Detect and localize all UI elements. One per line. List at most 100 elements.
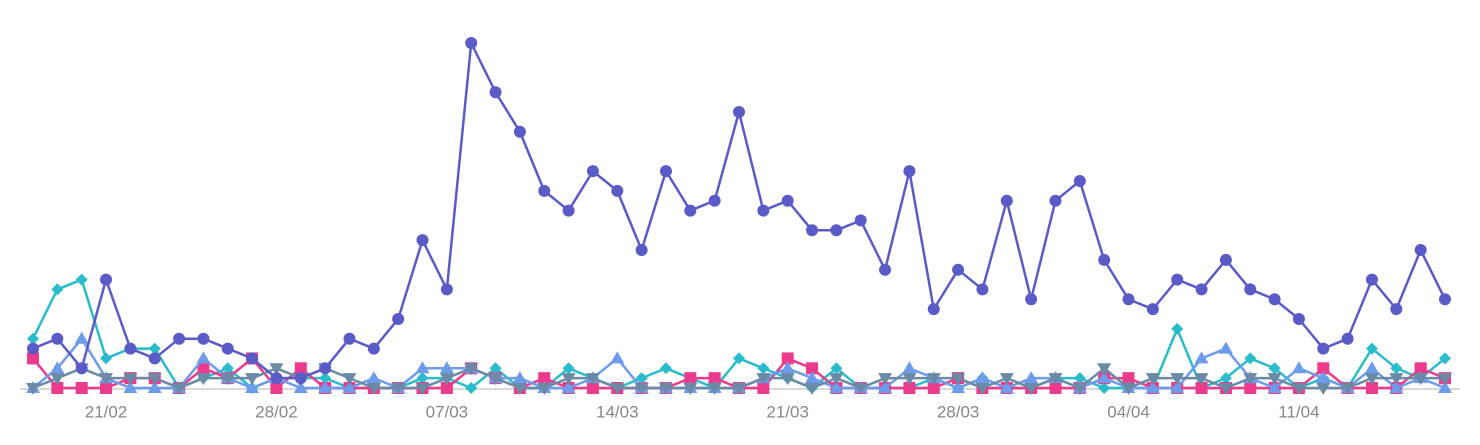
point <box>733 106 745 118</box>
point <box>100 382 113 394</box>
point <box>781 352 794 365</box>
point <box>659 165 672 178</box>
point <box>538 184 551 197</box>
point <box>1170 381 1185 393</box>
point <box>512 383 527 395</box>
point <box>513 125 526 138</box>
point <box>708 194 721 207</box>
x-tick-label: 28/02 <box>255 402 298 421</box>
point <box>488 373 503 386</box>
point <box>440 283 453 296</box>
point <box>1413 373 1428 386</box>
point <box>1414 244 1427 256</box>
point <box>1365 273 1378 286</box>
point <box>464 363 479 376</box>
point <box>585 373 600 386</box>
point <box>1097 371 1112 384</box>
point <box>221 362 234 375</box>
point <box>805 383 820 395</box>
point <box>610 351 625 364</box>
point <box>1365 382 1378 394</box>
point <box>50 373 65 386</box>
point <box>1098 382 1111 394</box>
point <box>1145 373 1160 386</box>
point <box>1267 381 1282 393</box>
point <box>780 373 795 386</box>
point <box>172 383 187 395</box>
point <box>781 194 794 207</box>
point <box>1365 342 1378 355</box>
point <box>51 332 64 345</box>
point <box>319 362 332 375</box>
point <box>780 361 795 374</box>
x-tick-label: 14/03 <box>596 402 639 421</box>
point <box>26 383 40 395</box>
point <box>416 234 429 247</box>
point <box>1268 362 1281 375</box>
point <box>51 283 64 296</box>
x-tick-label: 04/04 <box>1107 402 1150 421</box>
point <box>246 352 259 365</box>
point <box>99 373 114 386</box>
point <box>1244 352 1257 365</box>
point <box>829 381 844 393</box>
point <box>830 362 843 375</box>
point <box>684 372 697 385</box>
point <box>756 373 771 386</box>
point <box>806 362 819 375</box>
point <box>197 362 210 375</box>
point <box>221 342 234 355</box>
point <box>1145 381 1160 393</box>
point <box>1218 383 1233 395</box>
point <box>708 372 721 385</box>
point <box>1439 352 1451 365</box>
point <box>658 383 673 395</box>
point <box>562 362 575 375</box>
point <box>245 373 260 386</box>
point <box>1218 341 1233 354</box>
point <box>684 204 697 217</box>
point <box>1097 363 1112 376</box>
point <box>902 373 917 386</box>
point <box>805 371 820 384</box>
point <box>757 204 770 217</box>
point <box>878 381 893 393</box>
point <box>830 224 843 237</box>
point <box>75 362 88 375</box>
point <box>294 362 307 375</box>
point <box>1024 383 1039 395</box>
point <box>220 373 235 386</box>
point <box>367 342 380 355</box>
point <box>465 37 478 49</box>
point <box>1267 373 1282 386</box>
point <box>951 373 966 386</box>
point <box>489 86 502 99</box>
point <box>1317 362 1330 375</box>
point <box>1098 253 1111 266</box>
point <box>562 204 575 217</box>
point <box>635 244 648 256</box>
point <box>1243 373 1258 386</box>
point <box>1292 313 1305 325</box>
point <box>1049 382 1062 394</box>
point <box>1072 383 1087 395</box>
point <box>806 224 819 237</box>
point <box>926 373 941 386</box>
point <box>1364 373 1379 386</box>
point <box>1194 351 1209 364</box>
point <box>391 383 406 395</box>
point <box>878 373 893 386</box>
point <box>561 373 576 386</box>
point <box>952 263 965 276</box>
point <box>197 332 210 345</box>
point <box>975 383 990 395</box>
point <box>1146 303 1159 316</box>
point <box>343 332 356 345</box>
point <box>951 381 966 393</box>
point <box>1390 303 1403 316</box>
point <box>903 165 916 178</box>
point <box>1341 332 1354 345</box>
point <box>902 361 917 374</box>
point <box>586 382 599 394</box>
